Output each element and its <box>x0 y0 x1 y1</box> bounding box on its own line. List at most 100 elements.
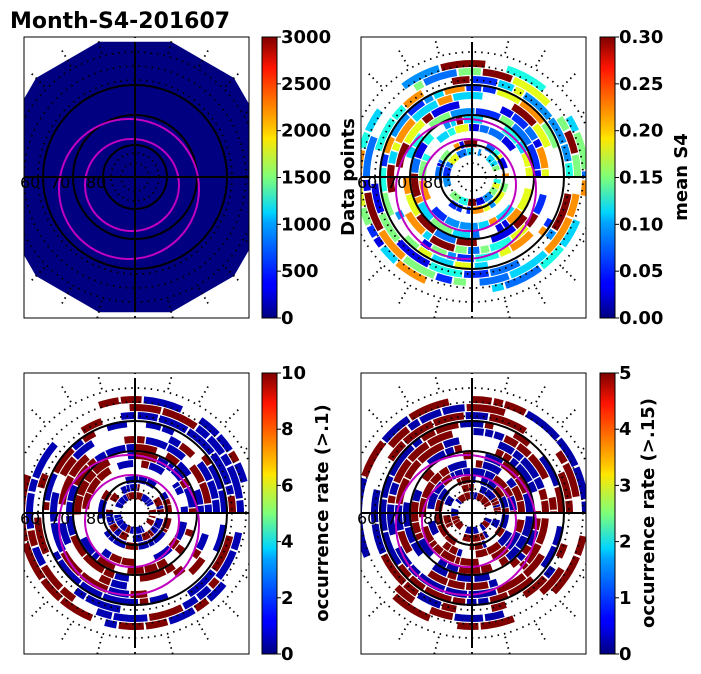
lat-label-60: 60 <box>20 173 40 192</box>
data-cell <box>394 584 416 604</box>
data-cell <box>521 151 532 168</box>
data-cell <box>408 575 426 592</box>
panel-occurrence-01: 60 70 80 0 2 4 6 8 10 occurrence rate (>.1) <box>20 363 333 665</box>
data-cell <box>79 572 109 593</box>
meridian-tick <box>24 240 25 243</box>
data-cell <box>410 133 425 149</box>
data-cell <box>484 429 494 438</box>
data-cell <box>402 420 434 445</box>
data-cell <box>387 443 415 477</box>
data-cell <box>475 548 489 558</box>
data-cell <box>489 413 528 435</box>
data-cell <box>483 501 492 508</box>
data-cell <box>32 546 47 567</box>
data-cell <box>488 186 498 196</box>
data-cell <box>80 536 96 556</box>
panel-data-points-map <box>24 37 249 318</box>
meridian-tick <box>224 71 241 88</box>
meridian-tick <box>561 266 578 283</box>
data-cell <box>453 277 467 286</box>
data-cell <box>461 484 470 493</box>
data-cell <box>40 564 64 591</box>
data-cell <box>140 525 145 533</box>
meridian-tick <box>433 636 440 654</box>
data-cell <box>66 515 77 536</box>
meridian-tick <box>582 446 586 450</box>
data-cell <box>84 470 97 483</box>
data-cell <box>513 86 525 97</box>
data-cell <box>501 219 510 229</box>
data-cell <box>183 486 196 508</box>
data-cell <box>423 586 452 604</box>
data-cell <box>212 499 220 513</box>
data-cell <box>70 534 88 558</box>
lat-label-60: 60 <box>357 173 377 192</box>
lat-label-70: 70 <box>50 509 70 528</box>
panel-mean-s4-map <box>361 37 586 318</box>
meridian-tick <box>245 576 249 580</box>
lat-label-80: 80 <box>86 509 106 528</box>
data-cell <box>156 558 169 570</box>
colorbar-tick-label: 6 <box>281 475 294 496</box>
data-cell <box>462 533 471 542</box>
meridian-tick <box>361 576 362 579</box>
data-cell <box>361 520 371 558</box>
data-cell <box>497 441 515 455</box>
data-cell <box>420 428 436 442</box>
meridian-tick <box>361 240 362 243</box>
meridian-tick <box>60 384 72 403</box>
data-cell <box>489 236 513 252</box>
meridian-tick <box>198 623 210 642</box>
data-cell <box>208 577 220 590</box>
data-cell <box>230 531 243 551</box>
data-cell <box>147 529 155 537</box>
data-cell <box>426 450 447 467</box>
data-cell <box>94 451 108 463</box>
oval-contour-inner <box>421 138 517 232</box>
data-cell <box>127 492 135 500</box>
meridian-tick <box>561 602 578 619</box>
data-cell <box>411 522 422 534</box>
data-cell <box>121 557 136 566</box>
data-cell <box>480 496 490 506</box>
data-cell <box>406 99 426 117</box>
data-cell <box>490 518 501 529</box>
data-cell <box>444 216 460 229</box>
data-cell <box>523 553 545 578</box>
data-cell <box>446 561 459 573</box>
data-cell <box>489 159 498 168</box>
data-cell <box>532 193 547 215</box>
data-cell <box>565 115 579 133</box>
data-cell <box>412 489 423 502</box>
panel-occurrence-015-frame <box>360 372 587 655</box>
data-cell <box>480 615 515 630</box>
colorbar-occurrence-015-ticks: 0 1 2 3 4 5 <box>615 363 632 665</box>
data-cell <box>484 143 496 155</box>
meridian-tick <box>96 300 103 318</box>
data-cell <box>455 203 464 213</box>
data-cell <box>486 480 497 491</box>
data-cell <box>417 201 435 221</box>
data-cell <box>467 246 480 254</box>
data-cell <box>430 254 454 268</box>
data-cell <box>107 520 116 526</box>
data-cell <box>161 407 198 430</box>
data-cell <box>95 608 113 620</box>
data-cell <box>186 428 215 456</box>
data-cell <box>490 224 517 243</box>
meridian-tick <box>29 602 46 619</box>
data-cell <box>445 161 454 169</box>
data-cell <box>114 514 122 519</box>
data-cell <box>118 621 145 631</box>
data-cell <box>541 121 560 149</box>
data-cell <box>417 538 435 558</box>
data-cell <box>77 479 90 496</box>
data-cell <box>442 541 452 552</box>
data-cell <box>136 436 145 444</box>
data-cell <box>196 461 213 482</box>
colorbar-occurrence-01 <box>261 372 278 655</box>
oval-contour-outer <box>395 454 537 596</box>
data-cell <box>395 477 410 505</box>
data-cell <box>511 485 524 502</box>
data-cell <box>441 602 457 613</box>
